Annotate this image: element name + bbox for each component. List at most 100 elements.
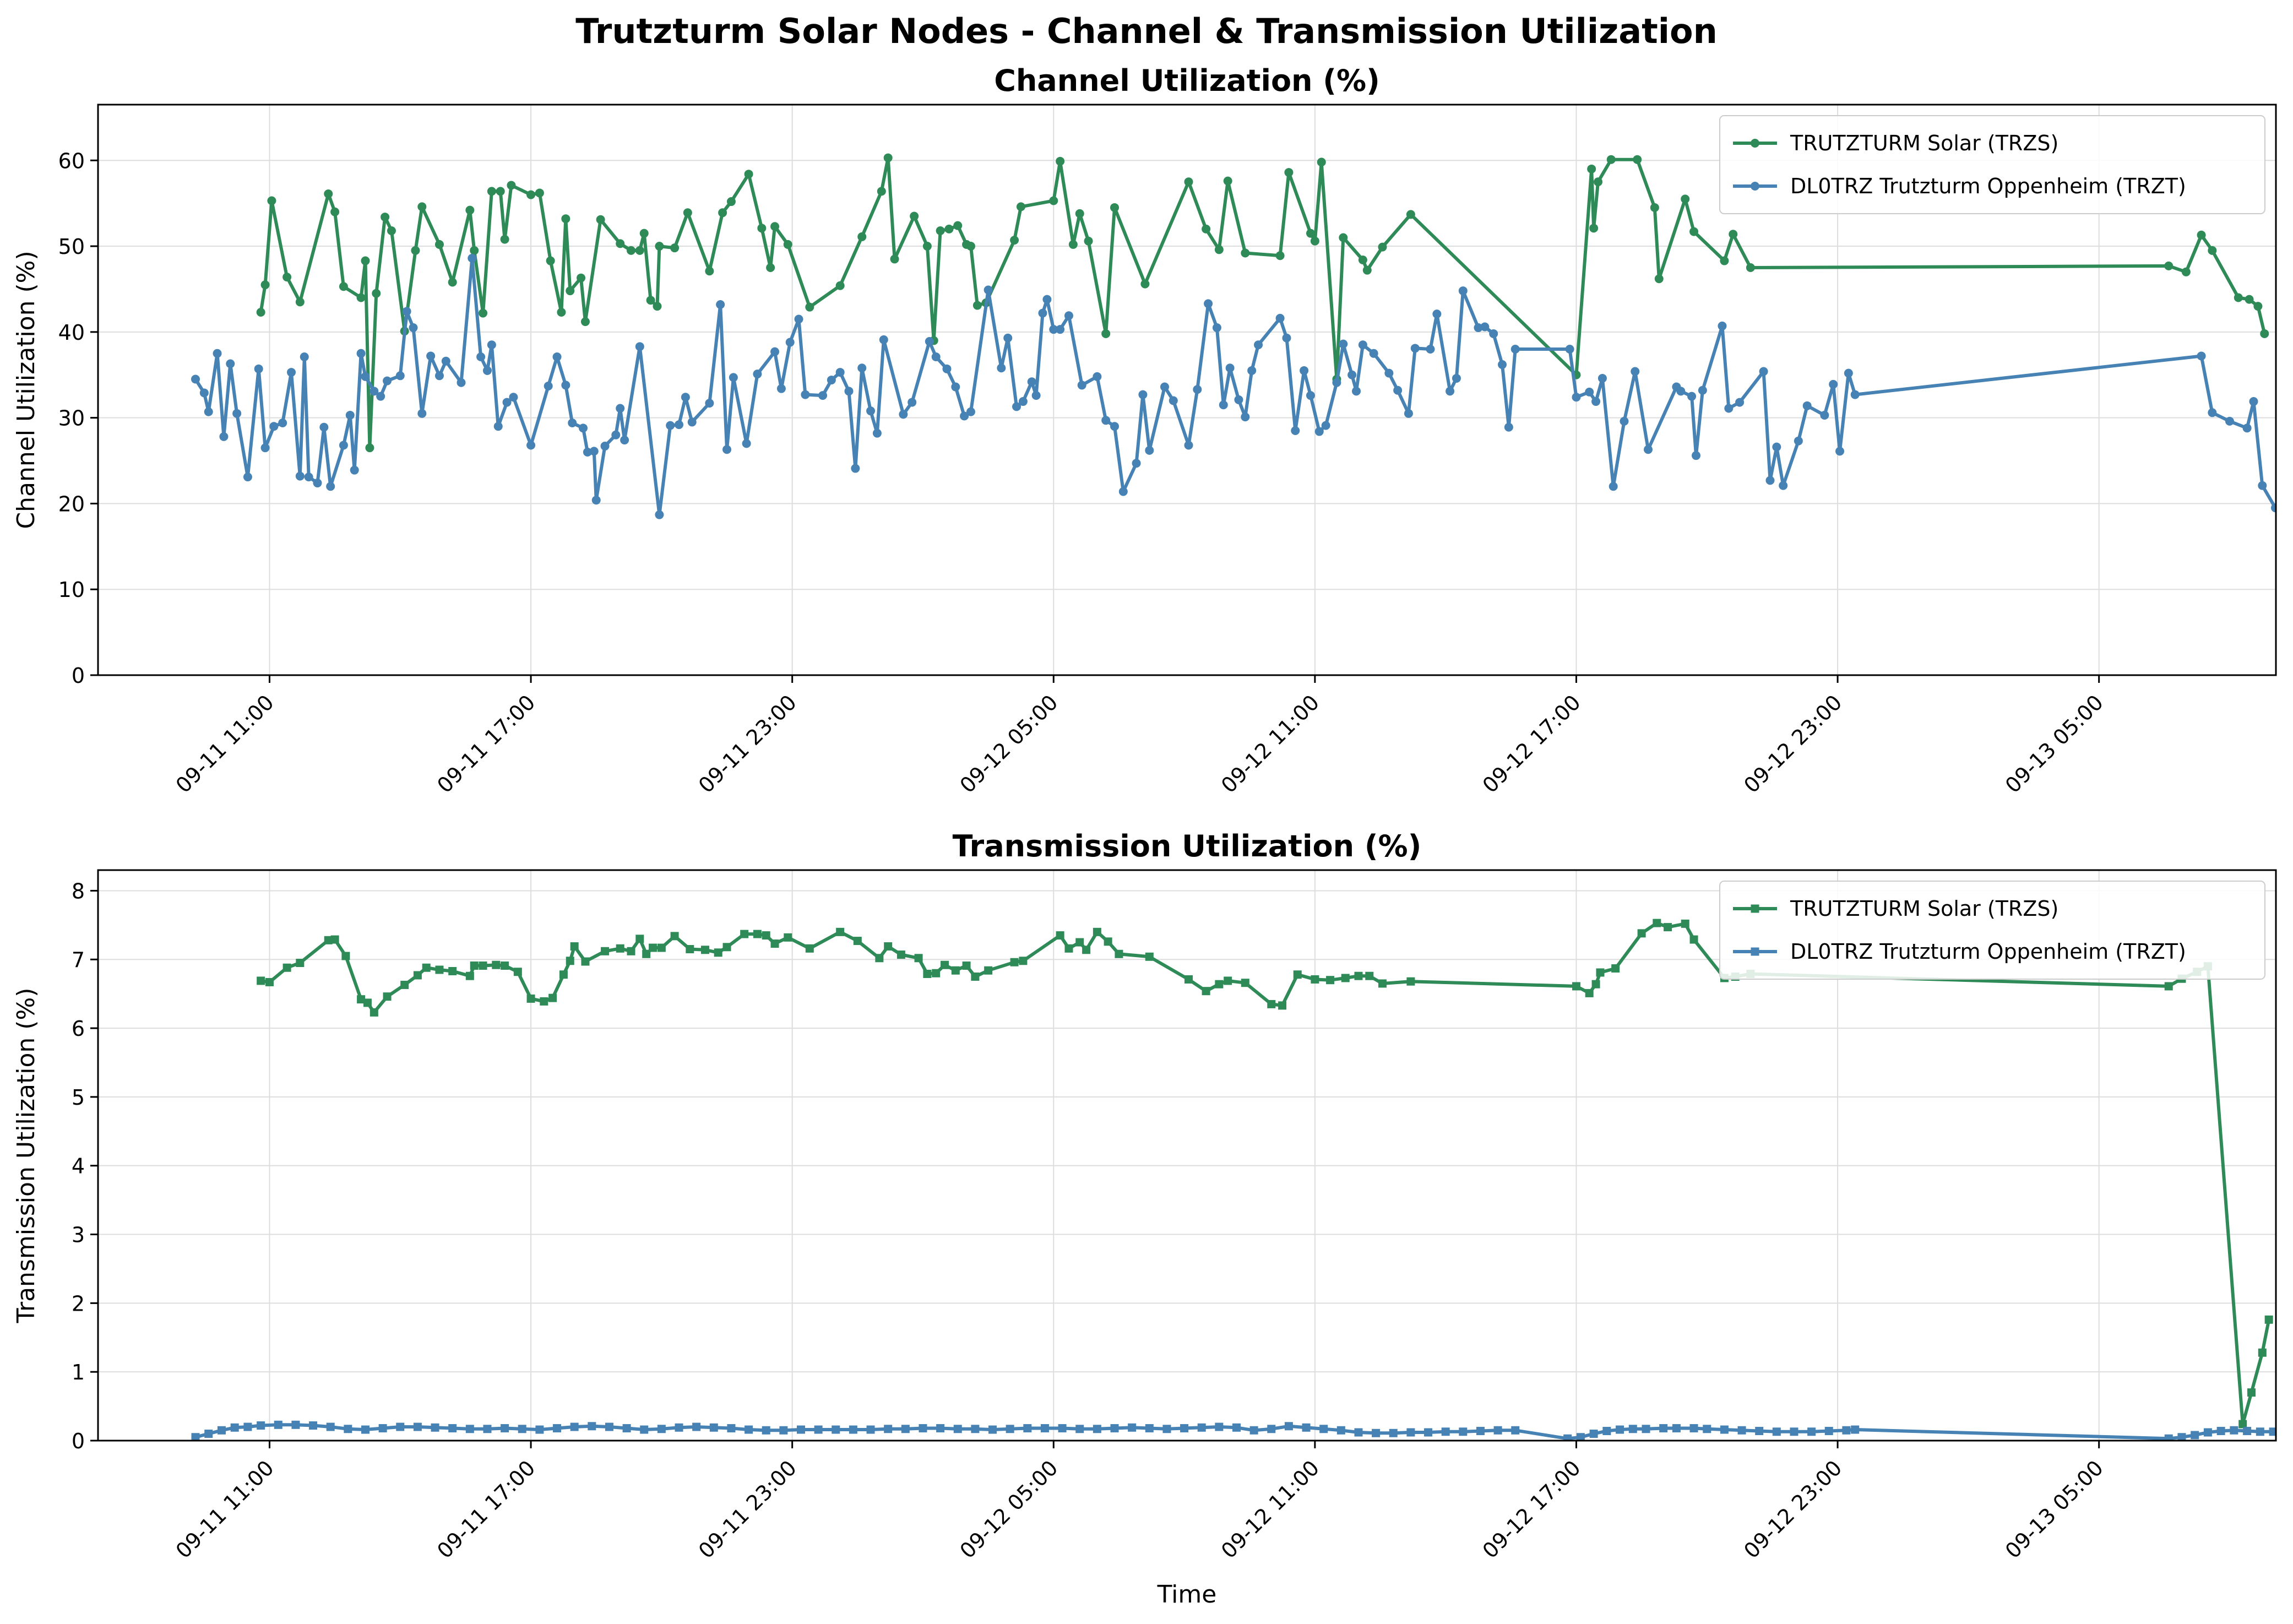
data-point-trzs — [1110, 203, 1120, 212]
data-point-trzt — [278, 418, 287, 427]
axes-frame — [97, 869, 2277, 1442]
data-point-trzs — [2253, 302, 2263, 311]
data-point-trzt — [971, 1425, 980, 1433]
data-point-trzs — [714, 948, 722, 957]
data-point-trzt — [1452, 373, 1461, 383]
data-point-trzt — [901, 1425, 910, 1433]
data-point-trzs — [884, 942, 893, 951]
data-point-trzt — [1489, 329, 1498, 338]
data-point-trzt — [1291, 426, 1300, 435]
data-point-trzt — [254, 364, 263, 373]
data-point-trzt — [345, 410, 355, 420]
data-point-trzt — [2225, 416, 2234, 426]
data-point-trzt — [1241, 412, 1250, 422]
data-point-trzt — [1446, 387, 1455, 396]
data-point-trzs — [835, 281, 845, 290]
data-point-trzt — [1254, 340, 1263, 350]
data-point-trzs — [883, 153, 893, 162]
data-point-trzt — [1498, 360, 1507, 370]
data-point-trzt — [1510, 345, 1520, 354]
data-point-trzs — [1275, 251, 1285, 260]
data-point-trzs — [470, 961, 479, 970]
data-point-trzs — [923, 969, 932, 978]
data-point-trzt — [417, 409, 427, 418]
data-point-trzt — [857, 363, 867, 373]
data-point-trzt — [1441, 1427, 1450, 1436]
data-point-trzs — [330, 935, 339, 944]
data-point-trzt — [1101, 416, 1111, 425]
data-point-trzs — [2264, 1315, 2273, 1324]
data-point-trzt — [1802, 401, 1812, 410]
data-point-trzs — [422, 963, 431, 972]
data-point-trzs — [1202, 224, 1211, 233]
data-point-trzs — [383, 992, 392, 1001]
data-point-trzs — [657, 943, 666, 952]
data-point-trzs — [1075, 938, 1084, 947]
data-point-trzs — [1084, 236, 1093, 246]
data-point-trzt — [1180, 1424, 1189, 1433]
data-point-trzs — [784, 933, 792, 942]
data-point-trzs — [653, 302, 662, 311]
data-point-trzt — [988, 1425, 997, 1434]
data-point-trzt — [1197, 1423, 1206, 1432]
data-point-trzt — [370, 387, 379, 396]
data-point-trzt — [1145, 446, 1154, 455]
data-point-trzs — [295, 297, 305, 307]
data-point-trzt — [951, 382, 960, 392]
data-point-trzt — [1282, 333, 1291, 343]
legend: TRUTZTURM Solar (TRZS) DL0TRZ Trutzturm O… — [1719, 115, 2265, 214]
data-point-trzs — [1306, 229, 1315, 238]
data-point-trzt — [304, 472, 313, 482]
data-point-trzs — [877, 187, 886, 196]
data-point-trzt — [866, 1425, 875, 1434]
data-point-trzt — [468, 253, 477, 263]
data-point-trzt — [243, 472, 252, 482]
data-point-trzs — [1016, 202, 1025, 211]
data-point-trzt — [2164, 1434, 2173, 1441]
data-point-trzt — [561, 381, 570, 390]
data-point-trzt — [1759, 367, 1768, 376]
data-point-trzs — [1406, 977, 1415, 986]
data-point-trzs — [363, 998, 372, 1007]
data-point-trzt — [779, 1426, 788, 1435]
data-point-trzs — [1339, 233, 1348, 242]
data-point-trzs — [387, 226, 396, 236]
data-point-trzs — [635, 246, 644, 255]
series-line-trzs — [260, 921, 2271, 1426]
data-point-trzt — [219, 432, 229, 441]
data-point-trzt — [1225, 363, 1235, 373]
data-point-trzs — [914, 954, 923, 963]
data-point-trzs — [580, 317, 590, 327]
data-point-trzs — [1075, 209, 1084, 218]
data-point-trzs — [479, 308, 488, 318]
data-point-trzt — [426, 351, 436, 361]
data-point-trzt — [2208, 408, 2217, 417]
data-point-trzt — [1132, 459, 1141, 468]
data-point-trzs — [559, 970, 568, 979]
data-point-trzs — [627, 947, 635, 955]
data-point-trzt — [849, 1425, 857, 1434]
data-point-trzt — [291, 1420, 300, 1429]
data-point-trzt — [1718, 321, 1727, 330]
data-point-trzt — [1314, 427, 1324, 436]
data-point-trzs — [2247, 1388, 2256, 1397]
data-point-trzt — [465, 1425, 474, 1433]
data-point-trzt — [960, 411, 969, 421]
y-tick-label: 1 — [72, 1360, 85, 1384]
data-point-trzt — [1184, 441, 1193, 450]
data-point-trzt — [1302, 1423, 1311, 1432]
data-point-trzt — [2177, 1433, 2186, 1441]
data-point-trzt — [1829, 379, 1838, 389]
data-point-trzt — [1691, 451, 1700, 460]
data-point-trzt — [1042, 295, 1052, 304]
data-point-trzs — [596, 215, 605, 224]
data-point-trzt — [441, 356, 450, 366]
data-point-trzt — [1609, 482, 1618, 491]
data-point-trzt — [383, 376, 392, 385]
data-point-trzs — [2181, 267, 2191, 276]
data-point-trzt — [213, 349, 222, 358]
y-tick-label: 50 — [58, 235, 85, 259]
data-point-trzt — [1642, 1425, 1650, 1433]
data-point-trzt — [953, 1425, 962, 1433]
